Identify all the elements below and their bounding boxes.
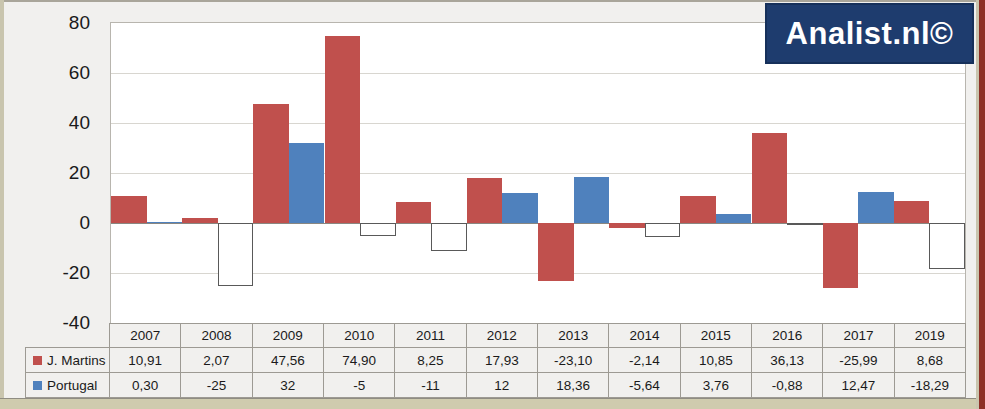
value-cell: 10,91 (110, 348, 181, 373)
value-cell: -0,88 (752, 373, 823, 398)
frame-top-border (0, 0, 985, 2)
year-header-cell: 2009 (253, 323, 324, 348)
gridline (111, 123, 965, 124)
value-cell: -18,29 (895, 373, 966, 398)
year-header-cell: 2010 (324, 323, 395, 348)
value-cell: -5 (324, 373, 395, 398)
value-cell: 12,47 (823, 373, 894, 398)
bar-jmartins-2011 (396, 202, 432, 223)
y-tick-label: 80 (18, 12, 90, 34)
value-cell: 36,13 (752, 348, 823, 373)
frame-bottom-border (0, 398, 985, 409)
logo-text: Analist.nl© (786, 16, 954, 52)
year-header-cell: 2011 (395, 323, 466, 348)
year-header-cell: 2019 (895, 323, 966, 348)
value-cell: 74,90 (324, 348, 395, 373)
year-header-cell: 2015 (681, 323, 752, 348)
value-cell: 0,30 (110, 373, 181, 398)
plot-area (110, 22, 966, 324)
value-cell: 12 (467, 373, 538, 398)
year-header-cell: 2016 (752, 323, 823, 348)
bar-portugal-2012 (502, 193, 538, 223)
value-cell: 2,07 (181, 348, 252, 373)
legend-cell: Portugal (25, 373, 110, 398)
bar-jmartins-2015 (680, 196, 716, 223)
bar-portugal-2009 (289, 143, 325, 223)
y-axis: 806040200-20-40 (18, 23, 98, 323)
bar-portugal-2016 (787, 223, 823, 225)
bar-jmartins-2009 (253, 104, 289, 223)
value-cell: 8,25 (395, 348, 466, 373)
year-header-cell: 2013 (538, 323, 609, 348)
gridline (111, 73, 965, 74)
value-cell: 32 (253, 373, 324, 398)
value-cell: -11 (395, 373, 466, 398)
year-header-cell: 2007 (110, 323, 181, 348)
value-cell: 18,36 (538, 373, 609, 398)
bar-jmartins-2008 (182, 218, 218, 223)
value-cell: -2,14 (609, 348, 680, 373)
frame-left-border (0, 0, 4, 409)
bar-portugal-2010 (360, 223, 396, 236)
bar-jmartins-2016 (752, 133, 788, 223)
y-tick-label: 20 (18, 162, 90, 184)
data-table: 2007200820092010201120122013201420152016… (25, 323, 966, 398)
legend-cell: J. Martins (25, 348, 110, 373)
table-corner-cell (25, 323, 110, 348)
bar-jmartins-2019 (894, 201, 930, 223)
gridline (111, 173, 965, 174)
bar-jmartins-2010 (325, 36, 361, 223)
value-cell: -23,10 (538, 348, 609, 373)
legend-label: J. Martins (47, 353, 106, 368)
y-tick-label: 0 (18, 212, 90, 234)
year-header-cell: 2014 (609, 323, 680, 348)
bar-jmartins-2013 (538, 223, 574, 281)
value-cell: -25,99 (823, 348, 894, 373)
bar-jmartins-2017 (823, 223, 859, 288)
chart-canvas: 806040200-20-40 Analist.nl© 200720082009… (0, 0, 985, 409)
value-cell: 47,56 (253, 348, 324, 373)
bar-portugal-2015 (716, 214, 752, 223)
value-cell: -5,64 (609, 373, 680, 398)
year-header-cell: 2012 (467, 323, 538, 348)
value-cell: 3,76 (681, 373, 752, 398)
bar-jmartins-2007 (111, 196, 147, 223)
bar-portugal-2008 (218, 223, 254, 286)
bar-portugal-2014 (645, 223, 681, 237)
value-cell: 17,93 (467, 348, 538, 373)
bar-portugal-2007 (147, 222, 183, 223)
bar-portugal-2019 (929, 223, 965, 269)
legend-key-icon (33, 356, 42, 365)
y-tick-label: 60 (18, 62, 90, 84)
year-header-cell: 2017 (823, 323, 894, 348)
bar-portugal-2017 (858, 192, 894, 223)
bar-jmartins-2012 (467, 178, 503, 223)
y-tick-label: -20 (18, 262, 90, 284)
bar-portugal-2011 (431, 223, 467, 251)
analist-logo: Analist.nl© (765, 3, 974, 64)
y-tick-label: 40 (18, 112, 90, 134)
value-cell: -25 (181, 373, 252, 398)
year-header-cell: 2008 (181, 323, 252, 348)
frame-right-outer-border (979, 0, 985, 409)
bar-portugal-2013 (574, 177, 610, 223)
value-cell: 8,68 (895, 348, 966, 373)
value-cell: 10,85 (681, 348, 752, 373)
legend-label: Portugal (47, 378, 97, 393)
legend-key-icon (33, 381, 42, 390)
bar-jmartins-2014 (609, 223, 645, 228)
